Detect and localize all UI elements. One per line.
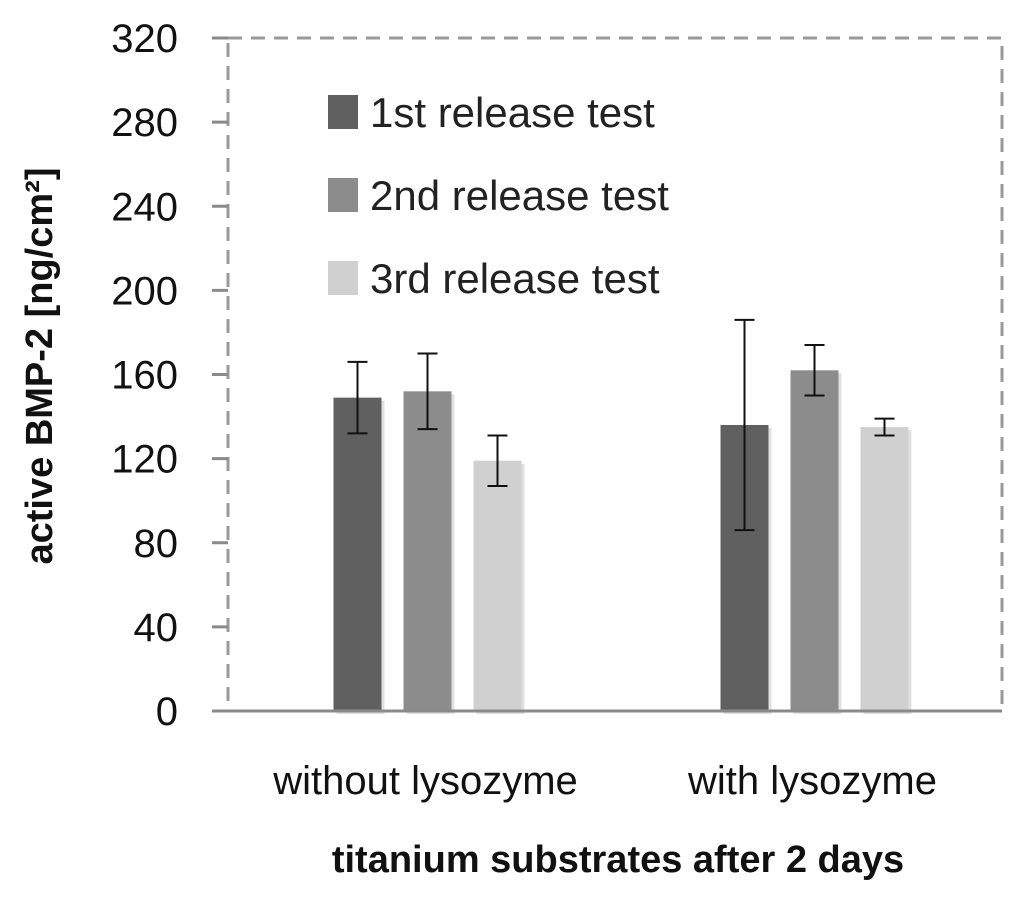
legend: 1st release test 2nd release test 3rd rele… [328, 89, 669, 302]
category-label: with lysozyme [687, 759, 937, 803]
bar [860, 427, 909, 711]
category-labels: without lysozyme with lysozyme [272, 759, 937, 803]
y-tick-label: 0 [156, 690, 178, 734]
legend-swatch [328, 261, 358, 295]
bar [790, 370, 839, 711]
legend-label: 2nd release test [370, 172, 669, 219]
y-axis-title: active BMP-2 [ng/cm²] [19, 168, 61, 565]
y-tick-label: 240 [111, 185, 178, 229]
y-tick-label: 200 [111, 269, 178, 313]
y-tick-label: 160 [111, 354, 178, 398]
y-tick-label: 320 [111, 17, 178, 61]
y-tick-label: 280 [111, 101, 178, 145]
y-tick-label: 80 [134, 522, 179, 566]
y-tick-label: 120 [111, 438, 178, 482]
y-axis: 0 40 80 120 160 200 240 280 320 [111, 17, 228, 734]
legend-label: 3rd release test [370, 255, 660, 302]
category-label: without lysozyme [272, 759, 578, 803]
legend-swatch [328, 178, 358, 212]
y-tick-label: 40 [134, 606, 179, 650]
legend-swatch [328, 95, 358, 129]
bars-group [333, 370, 912, 714]
legend-label: 1st release test [370, 89, 655, 136]
x-axis-title: titanium substrates after 2 days [332, 839, 904, 881]
bar [403, 391, 452, 711]
bar [333, 397, 382, 711]
bar [473, 460, 522, 711]
error-bars-group [347, 318, 895, 532]
